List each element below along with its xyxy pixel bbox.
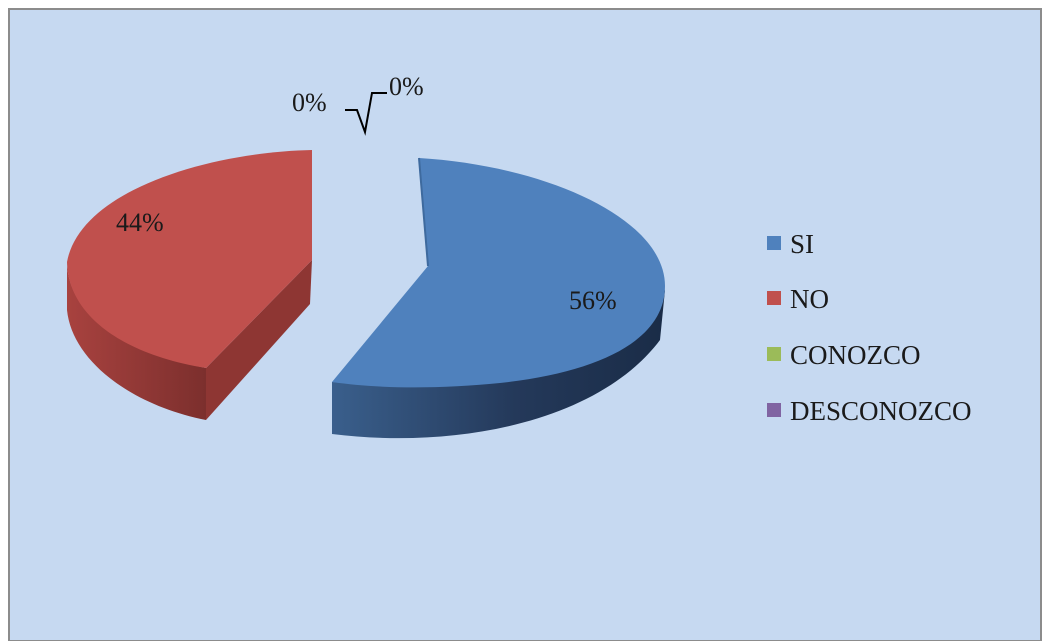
slice-no — [67, 150, 312, 368]
legend-label-si: SI — [790, 229, 814, 259]
data-label-conozco: 0% — [292, 88, 327, 117]
slice-si-side — [332, 290, 665, 439]
zero-slices-leader — [345, 92, 387, 136]
data-label-si: 56% — [569, 286, 617, 315]
data-label-no: 44% — [116, 208, 164, 237]
legend-swatch-si — [767, 236, 781, 250]
slice-no-inner-side — [206, 260, 312, 420]
legend-swatch-no — [767, 291, 781, 305]
legend: SI NO CONOZCO DESCONOZCO — [767, 229, 972, 426]
legend-label-desconozco: DESCONOZCO — [790, 396, 972, 426]
slice-si — [332, 158, 665, 388]
legend-label-no: NO — [790, 284, 829, 314]
legend-swatch-desconozco — [767, 403, 781, 417]
data-label-desconozco: 0% — [389, 72, 424, 101]
slice-no-side — [67, 266, 206, 420]
legend-label-conozco: CONOZCO — [790, 340, 921, 370]
legend-swatch-conozco — [767, 347, 781, 361]
